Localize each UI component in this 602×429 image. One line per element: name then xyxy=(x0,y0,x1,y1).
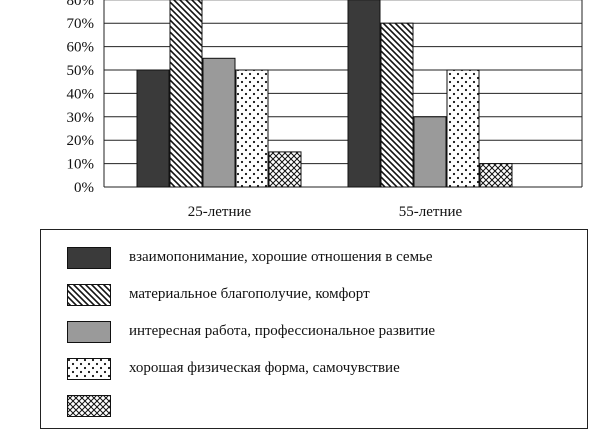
bar-1-2 xyxy=(169,0,203,188)
y-tick-label: 20% xyxy=(67,133,95,149)
y-tick-label: 10% xyxy=(67,157,95,173)
y-tick-label: 60% xyxy=(67,40,95,56)
legend-label: хорошая физическая форма, самочувствие xyxy=(129,360,400,376)
bars xyxy=(136,0,513,188)
legend-swatch xyxy=(67,247,111,269)
bar-2-3 xyxy=(413,116,447,188)
legend: взаимопонимание, хорошие отношения в сем… xyxy=(40,229,588,429)
bar-chart: 0% 10% 20% 30% 40% 50% 60% 70% 80% 25-летние 55-л… xyxy=(67,0,583,220)
bar-1-4 xyxy=(235,69,269,188)
y-tick-label: 70% xyxy=(67,16,95,32)
bar-1-3 xyxy=(202,57,236,188)
legend-swatch xyxy=(67,284,111,306)
legend-swatch xyxy=(67,395,111,417)
legend-label: материальное благополучие, комфорт xyxy=(129,286,370,302)
legend-label: интересная работа, профессиональное разв… xyxy=(129,323,436,339)
bar-2-5 xyxy=(479,163,513,188)
legend-swatch xyxy=(67,358,111,380)
legend-swatch xyxy=(67,321,111,343)
bar-2-1 xyxy=(347,0,381,188)
x-category-label: 25-летние xyxy=(188,204,252,220)
legend-label: взаимопонимание, хорошие отношения в сем… xyxy=(129,249,433,265)
y-tick-label: 80% xyxy=(67,0,95,9)
bar-1-1 xyxy=(136,69,170,188)
y-tick-label: 30% xyxy=(67,110,95,126)
bar-1-5 xyxy=(268,151,302,188)
y-axis-tick-labels: 0% 10% 20% 30% 40% 50% 60% 70% 80% xyxy=(67,0,95,196)
x-category-label: 55-летние xyxy=(399,204,463,220)
y-tick-label: 50% xyxy=(67,63,95,79)
x-axis-category-labels: 25-летние 55-летние xyxy=(188,204,463,220)
y-tick-label: 0% xyxy=(74,180,94,196)
bar-2-2 xyxy=(380,22,414,188)
bar-2-4 xyxy=(446,69,480,188)
y-tick-label: 40% xyxy=(67,86,95,102)
